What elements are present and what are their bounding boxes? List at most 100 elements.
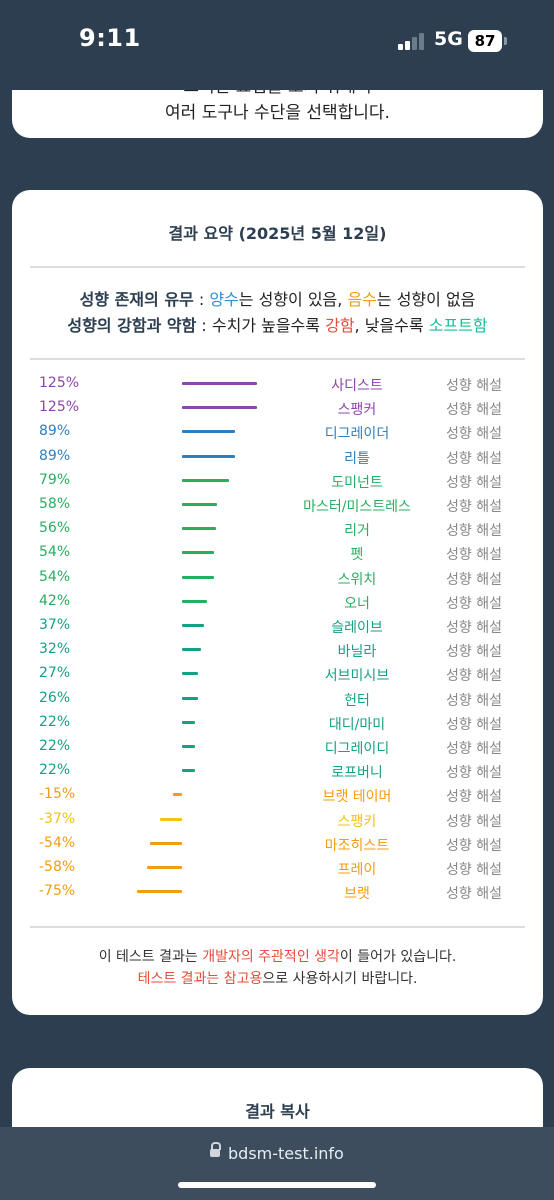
result-explain-link[interactable]: 성향 해설 xyxy=(446,402,502,419)
result-explain-link[interactable]: 성향 해설 xyxy=(446,813,502,830)
result-percent: 22% xyxy=(39,713,71,730)
result-name[interactable]: 슬레이브 xyxy=(331,620,383,636)
result-name[interactable]: 대디/마미 xyxy=(328,716,386,733)
result-name[interactable]: 리틀 xyxy=(344,450,370,467)
result-row: -58% 프레이 성향 해설 xyxy=(12,856,543,880)
result-bar xyxy=(182,503,217,506)
result-percent: 125% xyxy=(39,375,80,391)
result-row: 22% 대디/마미 성향 해설 xyxy=(12,711,543,735)
result-name[interactable]: 스팽키 xyxy=(337,813,377,830)
result-row: 54% 펫 성향 해설 xyxy=(12,541,543,565)
result-percent: -54% xyxy=(39,834,76,851)
disclaimer-line-2: 테스트 결과는 참고용으로 사용하시기 바랍니다. xyxy=(12,968,543,988)
result-name[interactable]: 서브미시브 xyxy=(324,668,390,685)
result-bar xyxy=(147,866,182,869)
copy-result-card: 결과 복사 xyxy=(12,1068,543,1138)
result-name[interactable]: 마스터/미스트레스 xyxy=(303,499,411,515)
result-percent: 89% xyxy=(39,447,71,464)
home-indicator[interactable] xyxy=(178,1182,376,1188)
url-text[interactable]: bdsm-test.info xyxy=(228,1144,344,1163)
result-percent: 32% xyxy=(39,641,71,658)
result-explain-link[interactable]: 성향 해설 xyxy=(446,692,502,709)
result-explain-link[interactable]: 성향 해설 xyxy=(446,644,502,661)
result-name[interactable]: 디그레이디 xyxy=(324,741,390,757)
result-bar xyxy=(182,696,198,700)
result-row: -75% 브랫 성향 해설 xyxy=(12,880,543,904)
result-row: 58% 마스터/미스트레스 성향 해설 xyxy=(12,493,543,517)
result-name[interactable]: 프레이 xyxy=(337,862,377,878)
disclaimer-1b: 개발자의 주관적인 생각 xyxy=(202,949,340,965)
legend-negative-text: 는 성향이 없음 xyxy=(376,290,476,309)
result-explain-link[interactable]: 성향 해설 xyxy=(446,547,502,564)
result-name[interactable]: 리거 xyxy=(344,523,370,540)
result-bar xyxy=(182,672,199,676)
result-bar xyxy=(182,648,202,652)
result-explain-link[interactable]: 성향 해설 xyxy=(446,789,502,806)
result-bar xyxy=(182,430,236,434)
legend-existence-label: 성향 존재의 유무 xyxy=(79,290,194,309)
result-row: -15% 브랫 테이머 성향 해설 xyxy=(12,783,543,807)
disclaimer-1a: 이 테스트 결과는 xyxy=(98,949,203,965)
legend-positive-text: 는 성향이 있음, xyxy=(238,290,348,309)
result-explain-link[interactable]: 성향 해설 xyxy=(446,450,502,467)
result-name[interactable]: 브랫 xyxy=(344,886,370,903)
result-percent: 54% xyxy=(39,544,71,561)
result-name[interactable]: 브랫 테이머 xyxy=(322,789,392,806)
result-explain-link[interactable]: 성향 해설 xyxy=(446,620,502,636)
result-name[interactable]: 디그레이더 xyxy=(324,426,390,443)
result-bar xyxy=(182,624,205,627)
disclaimer-2a: 테스트 결과는 참고용 xyxy=(137,971,263,987)
result-bar xyxy=(173,793,182,797)
result-percent: 27% xyxy=(39,665,71,682)
result-row: 22% 로프버니 성향 해설 xyxy=(12,759,543,783)
result-percent: -75% xyxy=(39,883,76,900)
result-explain-link[interactable]: 성향 해설 xyxy=(446,862,502,878)
result-explain-link[interactable]: 성향 해설 xyxy=(446,837,502,854)
divider-bottom xyxy=(30,926,525,928)
result-name[interactable]: 헌터 xyxy=(344,692,370,709)
result-explain-link[interactable]: 성향 해설 xyxy=(446,741,502,757)
result-name[interactable]: 도미넌트 xyxy=(331,474,383,491)
result-row: 37% 슬레이브 성향 해설 xyxy=(12,614,543,638)
result-bar xyxy=(182,575,215,579)
result-bar xyxy=(182,406,257,410)
result-name[interactable]: 마조히스트 xyxy=(324,837,390,854)
disclaimer-line-1: 이 테스트 결과는 개발자의 주관적인 생각이 들어가 있습니다. xyxy=(12,946,543,966)
result-row: 56% 리거 성향 해설 xyxy=(12,517,543,541)
result-row: 89% 리틀 성향 해설 xyxy=(12,445,543,469)
result-row: -37% 스팽키 성향 해설 xyxy=(12,808,543,832)
legend-negative: 음수 xyxy=(347,290,377,309)
copy-result-title: 결과 복사 xyxy=(245,1102,310,1121)
result-name[interactable]: 펫 xyxy=(350,547,364,564)
result-row: 125% 스팽커 성향 해설 xyxy=(12,396,543,420)
browser-address-bar[interactable]: bdsm-test.info xyxy=(0,1127,554,1200)
result-percent: 22% xyxy=(39,762,71,779)
result-name[interactable]: 스위치 xyxy=(337,571,377,588)
divider-middle xyxy=(30,358,525,360)
result-name[interactable]: 바닐라 xyxy=(337,644,377,661)
result-row: 27% 서브미시브 성향 해설 xyxy=(12,662,543,686)
result-explain-link[interactable]: 성향 해설 xyxy=(446,765,502,782)
intro-card: 그러한 요법을 포기 위해서 여러 도구나 수단을 선택합니다. xyxy=(12,60,543,138)
result-explain-link[interactable]: 성향 해설 xyxy=(446,595,502,612)
result-explain-link[interactable]: 성향 해설 xyxy=(446,499,502,515)
result-explain-link[interactable]: 성향 해설 xyxy=(446,668,502,685)
result-name[interactable]: 오너 xyxy=(344,595,370,612)
result-explain-link[interactable]: 성향 해설 xyxy=(446,571,502,588)
result-percent: 42% xyxy=(39,592,71,609)
result-bar xyxy=(182,599,208,603)
divider-top xyxy=(30,266,525,268)
result-name[interactable]: 로프버니 xyxy=(331,765,383,782)
result-explain-link[interactable]: 성향 해설 xyxy=(446,378,502,394)
legend-positive: 양수 xyxy=(209,290,239,309)
result-explain-link[interactable]: 성향 해설 xyxy=(446,886,502,903)
result-explain-link[interactable]: 성향 해설 xyxy=(446,523,502,540)
result-name[interactable]: 스팽커 xyxy=(337,402,377,419)
result-percent: 22% xyxy=(39,738,71,754)
result-explain-link[interactable]: 성향 해설 xyxy=(446,426,502,443)
result-explain-link[interactable]: 성향 해설 xyxy=(446,716,502,733)
status-time: 9:11 xyxy=(79,24,141,52)
result-bar xyxy=(182,769,196,773)
result-explain-link[interactable]: 성향 해설 xyxy=(446,474,502,491)
result-name[interactable]: 사디스트 xyxy=(331,378,383,394)
